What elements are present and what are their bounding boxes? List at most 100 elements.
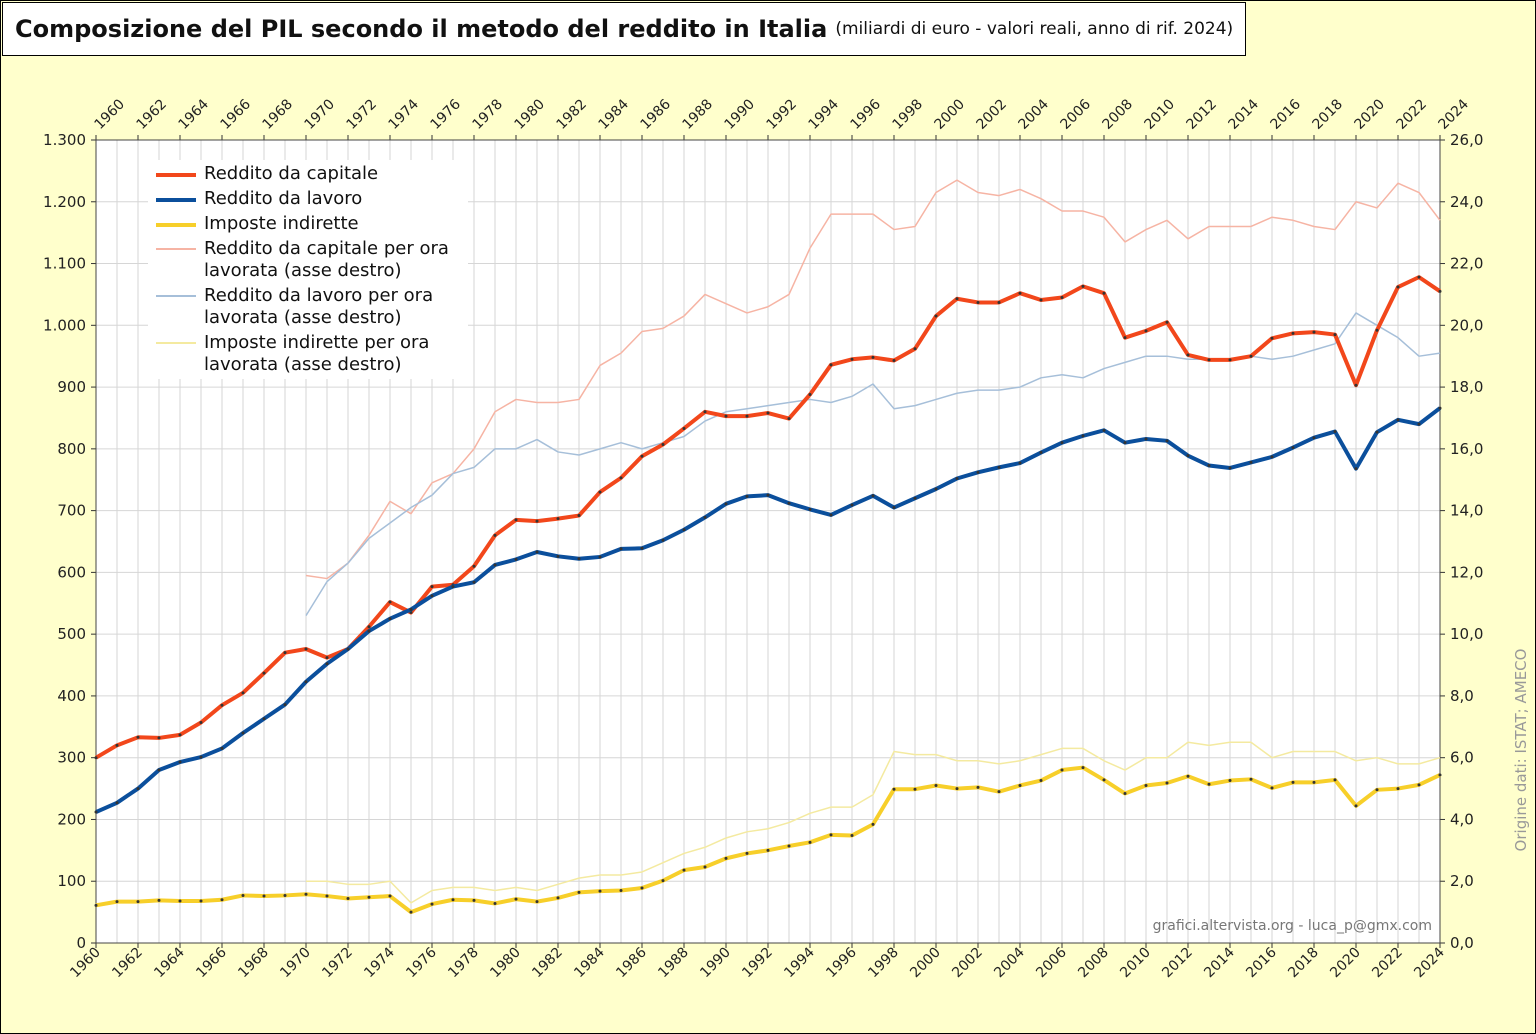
- point: [850, 834, 854, 838]
- point: [577, 890, 581, 894]
- point: [1396, 418, 1400, 422]
- point: [808, 840, 812, 844]
- point: [1102, 428, 1106, 432]
- y2-tick-label: 8,0: [1450, 687, 1474, 705]
- point: [1333, 430, 1337, 434]
- point: [1249, 460, 1253, 464]
- point: [934, 314, 938, 318]
- point: [556, 517, 560, 521]
- point: [1438, 773, 1442, 777]
- y2-tick-label: 14,0: [1450, 502, 1483, 520]
- point: [1396, 285, 1400, 289]
- point: [808, 392, 812, 396]
- legend-entry: Reddito da lavoro per ora lavorata (asse…: [148, 285, 468, 329]
- point: [745, 494, 749, 498]
- point: [199, 720, 203, 724]
- y2-tick-label: 16,0: [1450, 440, 1483, 458]
- point: [598, 490, 602, 494]
- point: [724, 502, 728, 506]
- point: [157, 736, 161, 740]
- point: [1207, 358, 1211, 362]
- point: [1207, 464, 1211, 468]
- y-tick-label: 100: [57, 872, 86, 890]
- point: [409, 607, 413, 611]
- point: [871, 822, 875, 826]
- y-tick-label: 500: [57, 625, 86, 643]
- point: [367, 895, 371, 899]
- y2-tick-label: 20,0: [1450, 316, 1483, 334]
- point: [178, 733, 182, 737]
- y2-tick-label: 2,0: [1450, 872, 1474, 890]
- point: [1291, 780, 1295, 784]
- point: [283, 651, 287, 655]
- point: [283, 703, 287, 707]
- point: [1354, 804, 1358, 808]
- point: [1186, 353, 1190, 357]
- source: Origine dati: ISTAT; AMECO: [1512, 649, 1530, 852]
- y-tick-label: 1.200: [43, 193, 86, 211]
- point: [745, 851, 749, 855]
- point: [787, 501, 791, 505]
- point: [1228, 358, 1232, 362]
- y2-tick-label: 18,0: [1450, 378, 1483, 396]
- y-tick-label: 300: [57, 749, 86, 767]
- point: [220, 898, 224, 902]
- point: [934, 487, 938, 491]
- point: [430, 594, 434, 598]
- point: [850, 357, 854, 361]
- point: [913, 496, 917, 500]
- point: [1039, 779, 1043, 783]
- point: [1354, 383, 1358, 387]
- point: [1270, 455, 1274, 459]
- point: [178, 899, 182, 903]
- point: [1186, 454, 1190, 458]
- point: [850, 503, 854, 507]
- y-tick-label: 1.000: [43, 316, 86, 334]
- point: [178, 760, 182, 764]
- y-tick-label: 0: [76, 934, 86, 952]
- point: [724, 856, 728, 860]
- point: [514, 518, 518, 522]
- point: [808, 507, 812, 511]
- point: [367, 625, 371, 629]
- legend: Reddito da capitale Reddito da lavoro Impo…: [148, 160, 468, 379]
- point: [1417, 422, 1421, 426]
- point: [94, 810, 98, 814]
- legend-swatch: [156, 198, 196, 202]
- point: [472, 898, 476, 902]
- point: [1228, 779, 1232, 783]
- point: [514, 557, 518, 561]
- legend-label: Reddito da capitale: [204, 163, 379, 184]
- y-tick-label: 600: [57, 563, 86, 581]
- point: [325, 662, 329, 666]
- point: [1312, 330, 1316, 334]
- point: [1375, 430, 1379, 434]
- point: [241, 731, 245, 735]
- y-tick-label: 900: [57, 378, 86, 396]
- point: [262, 671, 266, 675]
- point: [997, 465, 1001, 469]
- point: [1123, 441, 1127, 445]
- point: [661, 443, 665, 447]
- point: [892, 359, 896, 363]
- y2-tick-label: 4,0: [1450, 810, 1474, 828]
- point: [1333, 333, 1337, 337]
- legend-label: Reddito da lavoro: [204, 188, 363, 209]
- point: [1312, 780, 1316, 784]
- watermark: grafici.altervista.org - luca_p@gmx.com: [1153, 918, 1432, 934]
- point: [1354, 467, 1358, 471]
- point: [1060, 441, 1064, 445]
- point: [1270, 786, 1274, 790]
- point: [1165, 439, 1169, 443]
- point: [766, 411, 770, 415]
- series-line: [306, 741, 1441, 904]
- point: [682, 528, 686, 532]
- point: [871, 494, 875, 498]
- point: [1228, 466, 1232, 470]
- series-line: [305, 179, 1441, 580]
- chart-title: Composizione del PIL secondo il metodo d…: [15, 15, 828, 43]
- point: [892, 506, 896, 510]
- point: [388, 617, 392, 621]
